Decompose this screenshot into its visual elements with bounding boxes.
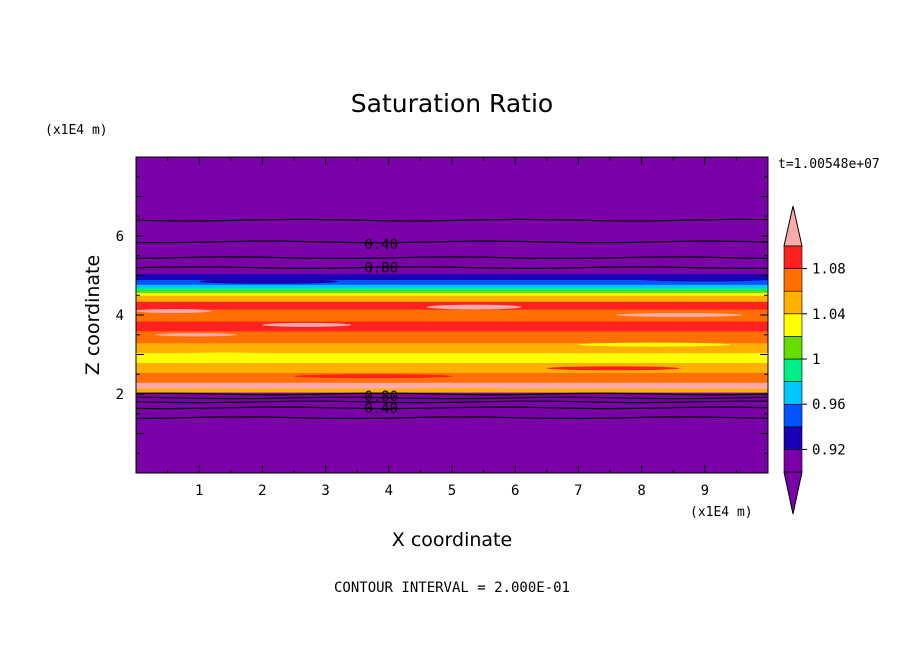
colorbar-swatch-5 <box>783 336 803 360</box>
field-band-5 <box>136 352 768 363</box>
contour-line-3 <box>136 266 768 270</box>
x-tick-label-8: 9 <box>701 483 709 499</box>
field-streak-1 <box>426 304 522 310</box>
contour-interval-note: CONTOUR INTERVAL = 2.000E-01 <box>334 580 570 596</box>
colorbar-swatch-3 <box>783 381 803 405</box>
colorbar: 0.92 0.96 1 1.04 1.08 <box>783 205 846 515</box>
field-streak-5 <box>578 342 731 347</box>
field-streak-9 <box>616 313 743 317</box>
colorbar-swatch-0 <box>783 449 803 473</box>
colorbar-swatch-2 <box>783 403 803 428</box>
contour-label-3: 0.40 <box>364 401 398 417</box>
y-axis-label: Z coordinate <box>82 255 104 375</box>
contour-line-8 <box>136 416 768 420</box>
colorbar-label-2: 1 <box>812 352 820 368</box>
contour-line-6 <box>136 400 768 404</box>
field-band-11 <box>136 295 768 302</box>
field-band-7 <box>136 330 768 344</box>
x-tick-label-2: 3 <box>321 483 329 499</box>
field-band-8 <box>136 320 768 332</box>
x-axis-label: X coordinate <box>392 529 512 551</box>
x-tick-label-6: 7 <box>574 483 582 499</box>
field-streak-10 <box>199 279 339 284</box>
x-tick-label-7: 8 <box>637 483 645 499</box>
field-band-4 <box>136 362 768 373</box>
field-band-15 <box>136 284 768 288</box>
time-label: t=1.00548e+07 <box>778 157 880 172</box>
colorbar-swatch-9 <box>783 245 803 269</box>
field-streak-11 <box>641 277 768 282</box>
x-unit-label: (x1E4 m) <box>690 505 753 520</box>
contour-lines <box>136 218 768 420</box>
axis-ticks <box>136 157 768 473</box>
field-streak-6 <box>294 374 452 379</box>
x-tick-label-5: 6 <box>511 483 519 499</box>
field-band-0 <box>136 392 768 473</box>
y-tick-labels: 2 4 6 <box>116 229 124 403</box>
contour-line-2 <box>136 256 768 260</box>
y-tick-label-0: 2 <box>116 387 124 403</box>
x-tick-label-1: 2 <box>258 483 266 499</box>
field-streak-3 <box>173 352 276 357</box>
x-tick-label-0: 1 <box>195 483 203 499</box>
contour-labels: 0.400.800.800.40 <box>364 237 398 417</box>
x-tick-label-4: 5 <box>448 483 456 499</box>
field-band-2 <box>136 382 768 389</box>
field-band-12 <box>136 292 768 296</box>
y-unit-label: (x1E4 m) <box>45 123 108 138</box>
field-band-17 <box>136 273 768 281</box>
field-band-6 <box>136 342 768 354</box>
colorbar-label-0: 0.92 <box>812 442 846 458</box>
colorbar-label-1: 0.96 <box>812 397 846 413</box>
y-tick-label-1: 4 <box>116 308 124 324</box>
colorbar-swatch-4 <box>783 358 803 382</box>
contour-line-0 <box>136 218 768 222</box>
plot-field <box>136 157 768 473</box>
field-band-18 <box>136 157 768 275</box>
colorbar-over-arrow <box>783 205 803 247</box>
contour-line-7 <box>136 406 768 410</box>
field-streak-4 <box>388 358 528 363</box>
field-band-3 <box>136 372 768 383</box>
colorbar-swatch-1 <box>783 426 803 450</box>
field-streak-2 <box>262 322 351 327</box>
colorbar-swatch-7 <box>783 290 803 315</box>
field-band-16 <box>136 279 768 285</box>
field-streak-0 <box>136 309 212 314</box>
colorbar-under-arrow <box>783 471 803 515</box>
colorbar-swatch-8 <box>783 268 803 292</box>
colorbar-label-3: 1.04 <box>812 307 846 323</box>
chart-title: Saturation Ratio <box>351 89 553 118</box>
field-streak-12 <box>401 388 516 393</box>
x-tick-label-3: 4 <box>385 483 393 499</box>
field-band-14 <box>136 287 768 291</box>
field-band-9 <box>136 309 768 322</box>
y-tick-label-2: 6 <box>116 229 124 245</box>
field-band-13 <box>136 290 768 294</box>
colorbar-swatch-6 <box>783 313 803 337</box>
field-streak-7 <box>546 366 680 371</box>
x-tick-labels: 1 2 3 4 5 6 7 8 9 <box>195 483 709 499</box>
contour-line-4 <box>136 392 768 396</box>
contour-label-1: 0.80 <box>364 261 398 277</box>
contour-line-5 <box>136 396 768 400</box>
contour-label-0: 0.40 <box>364 237 398 253</box>
contour-line-1 <box>136 240 768 244</box>
contour-label-2: 0.80 <box>364 389 398 405</box>
field-streak-8 <box>154 333 238 337</box>
colorbar-label-4: 1.08 <box>812 262 846 278</box>
